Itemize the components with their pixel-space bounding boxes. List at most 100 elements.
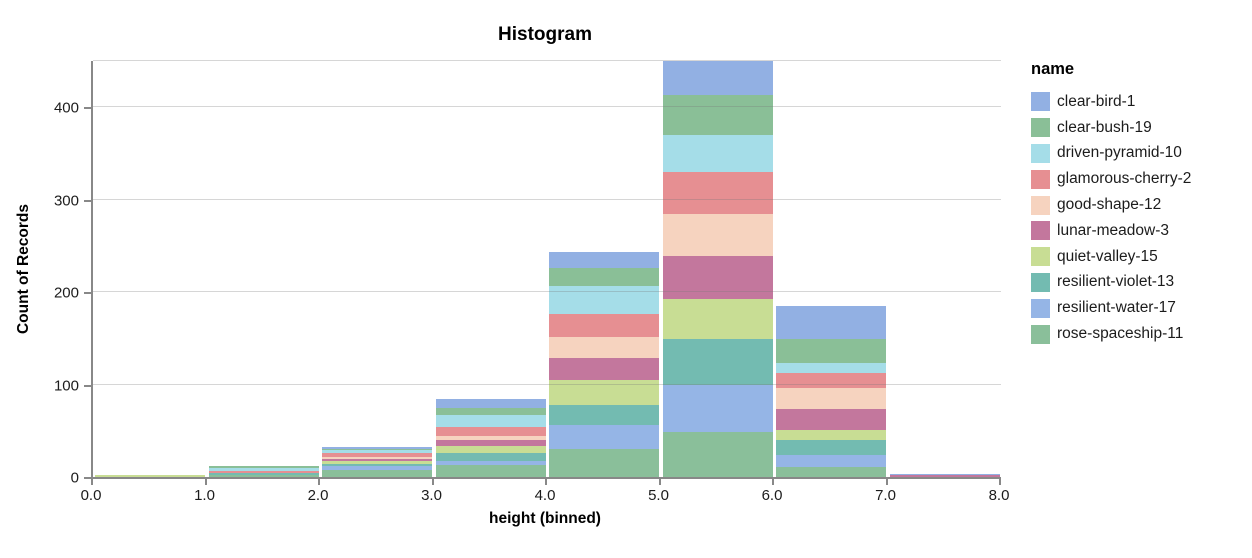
x-tick-8.0 [999,479,1001,485]
legend-item-glamorous-cherry-2: glamorous-cherry-2 [1031,166,1191,192]
bar-segment-lunar-meadow-3 [549,357,659,380]
bar-segment-glamorous-cherry-2 [776,372,886,389]
y-tick-label: 100 [53,377,79,395]
bar-segment-glamorous-cherry-2 [662,171,773,214]
y-tick-label: 0 [70,469,79,487]
bar-segment-glamorous-cherry-2 [322,452,432,457]
bar-segment-driven-pyramid-10 [776,363,886,373]
bar-bin-2-3 [322,446,432,478]
bar-segment-quiet-valley-15 [776,429,886,440]
chart-title: Histogram [498,24,592,45]
bar-bin-5-6 [662,61,773,477]
bar-segment-rose-spaceship-11 [662,431,773,477]
bar-segment-driven-pyramid-10 [662,134,773,172]
x-tick-label: 5.0 [648,487,669,504]
bar-segment-good-shape-12 [322,456,432,460]
bar-segment-good-shape-12 [435,436,546,440]
bar-segment-resilient-water-17 [435,461,546,465]
legend-item-driven-pyramid-10: driven-pyramid-10 [1031,141,1191,167]
bar-segment-driven-pyramid-10 [435,415,546,428]
x-axis-title: height (binned) [489,510,601,527]
bar-segment-rose-spaceship-11 [549,449,659,477]
bar-segment-resilient-violet-13 [322,464,432,466]
bar-segment-resilient-water-17 [776,454,886,467]
bar-segment-resilient-water-17 [322,465,432,470]
legend-item-resilient-water-17: resilient-water-17 [1031,295,1191,321]
legend-swatch [1031,324,1050,344]
legend-label: driven-pyramid-10 [1057,144,1182,162]
bar-bin-7-8 [889,474,1000,477]
y-tick-200 [84,292,91,295]
bar-segment-resilient-violet-13 [208,473,319,476]
bar-segment-lunar-meadow-3 [889,475,1000,477]
bar-segment-rose-spaceship-11 [776,466,886,477]
bar-bin-6-7 [776,305,886,477]
bar-segment-clear-bush-19 [662,95,773,135]
y-tick-label: 200 [53,284,79,302]
bar-segment-resilient-water-17 [662,384,773,432]
x-tick-6.0 [772,479,774,485]
x-tick-label: 7.0 [875,487,896,504]
legend-swatch [1031,169,1050,189]
bar-segment-clear-bird-1 [435,399,546,408]
legend-label: resilient-water-17 [1057,299,1176,317]
y-tick-label: 300 [53,192,79,210]
legend-label: lunar-meadow-3 [1057,221,1169,239]
bar-segment-clear-bush-19 [208,465,319,468]
x-tick-3.0 [431,479,434,485]
bar-segment-clear-bush-19 [549,268,659,286]
bar-segment-clear-bush-19 [435,407,546,416]
bar-segment-quiet-valley-15 [435,445,546,453]
bar-segment-resilient-violet-13 [549,404,659,426]
bar-segment-quiet-valley-15 [662,298,773,340]
legend-swatch [1031,247,1050,267]
x-tick-label: 0.0 [80,487,102,504]
bar-segment-driven-pyramid-10 [208,467,319,471]
legend-swatch [1031,143,1050,163]
legend-label: good-shape-12 [1057,196,1162,214]
bar-segment-clear-bush-19 [322,449,432,451]
legend-label: glamorous-cherry-2 [1057,170,1192,188]
legend: name clear-bird-1 clear-bush-19 driven-pyr… [1031,60,1191,347]
bar-segment-good-shape-12 [549,337,659,358]
legend-swatch [1031,118,1050,138]
bar-segment-rose-spaceship-11 [208,475,319,477]
x-tick-label: 2.0 [307,487,329,504]
bar-segment-clear-bird-1 [549,252,659,269]
x-tick-label: 8.0 [988,487,1010,504]
x-tick-1.0 [204,479,207,485]
bar-segment-glamorous-cherry-2 [208,470,319,474]
bar-segment-driven-pyramid-10 [322,450,432,453]
legend-label: clear-bush-19 [1057,118,1152,136]
y-tick-100 [84,384,91,387]
gridline-200 [93,291,1001,293]
bar-bin-3-4 [435,399,546,477]
legend-items: clear-bird-1 clear-bush-19 driven-pyramid-… [1031,89,1191,347]
legend-label: rose-spaceship-11 [1057,325,1184,343]
x-tick-label: 3.0 [421,487,442,504]
bar-segment-good-shape-12 [662,213,773,257]
legend-swatch [1031,221,1050,241]
bar-segment-lunar-meadow-3 [662,256,773,299]
legend-item-rose-spaceship-11: rose-spaceship-11 [1031,321,1191,347]
bar-segment-lunar-meadow-3 [435,440,546,446]
x-tick-label: 1.0 [194,487,215,504]
legend-swatch [1031,92,1050,112]
legend-label: clear-bird-1 [1057,92,1136,110]
y-axis-title: Count of Records [15,203,32,335]
legend-item-good-shape-12: good-shape-12 [1031,192,1191,218]
x-tick-label: 6.0 [761,487,783,504]
bar-segment-clear-bird-1 [662,61,773,96]
legend-label: quiet-valley-15 [1057,247,1158,265]
x-tick-0.0 [91,479,93,485]
x-tick-5.0 [658,479,661,485]
legend-swatch [1031,195,1050,215]
bar-segment-lunar-meadow-3 [322,459,432,462]
bar-bin-0-1 [95,475,205,477]
bar-segment-resilient-violet-13 [435,452,546,462]
bar-segment-resilient-water-17 [549,425,659,450]
bar-segment-quiet-valley-15 [549,379,659,405]
bar-segment-rose-spaceship-11 [435,464,546,477]
legend-swatch [1031,272,1050,292]
